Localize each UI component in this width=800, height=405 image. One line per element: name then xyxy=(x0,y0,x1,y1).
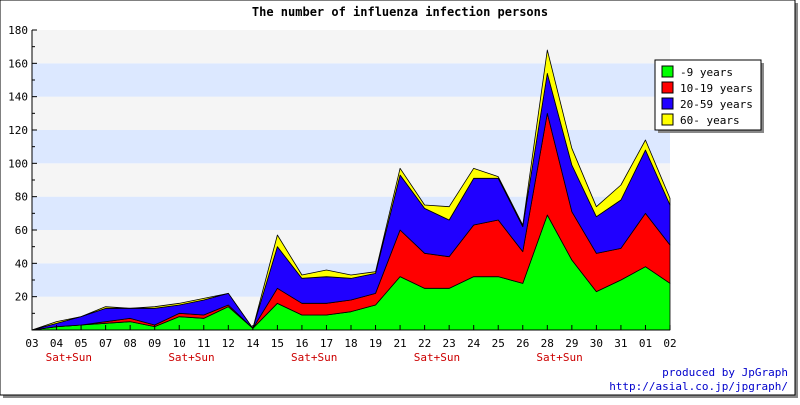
legend: -9 years 10-19 years 20-59 years 60- years xyxy=(654,59,764,133)
x-tick-label: 18 xyxy=(344,337,357,350)
legend-label-2: 20-59 years xyxy=(680,98,753,111)
x-tick-label: 26 xyxy=(516,337,529,350)
y-tick-label: 60 xyxy=(15,224,28,237)
grid-band xyxy=(32,96,670,130)
x-tick-label: 08 xyxy=(124,337,137,350)
x-tick-label: 22 xyxy=(418,337,431,350)
x-tick-label: 29 xyxy=(565,337,578,350)
x-tick-label: 04 xyxy=(50,337,64,350)
x-tick-label: 25 xyxy=(492,337,505,350)
x-tick-label: 15 xyxy=(271,337,284,350)
x-tick-label: 12 xyxy=(222,337,235,350)
x-tick-label: 02 xyxy=(663,337,676,350)
axes xyxy=(31,29,671,331)
x-tick-label: 03 xyxy=(25,337,38,350)
weekend-label: Sat+Sun xyxy=(536,351,582,364)
legend-label-1: 10-19 years xyxy=(680,82,753,95)
credit-produced-by: produced by JpGraph xyxy=(662,366,788,379)
y-tick-label: 20 xyxy=(15,291,28,304)
x-tick-label: 16 xyxy=(295,337,308,350)
legend-swatch-3 xyxy=(661,113,674,126)
area-series-3 xyxy=(31,49,671,331)
legend-swatch-2 xyxy=(661,97,674,110)
x-tick-label: 17 xyxy=(320,337,333,350)
legend-swatch-1 xyxy=(661,81,674,94)
credit-url: http://asial.co.jp/jpgraph/ xyxy=(609,380,788,393)
legend-swatch-0 xyxy=(661,65,674,78)
x-tick-label: 28 xyxy=(541,337,554,350)
x-tick-label: 05 xyxy=(74,337,87,350)
x-tick-label: 01 xyxy=(639,337,652,350)
grid-band xyxy=(32,63,670,97)
chart-title: The number of influenza infection person… xyxy=(252,5,548,19)
legend-label-3: 60- years xyxy=(680,114,740,127)
x-tick-label: 14 xyxy=(246,337,260,350)
weekend-label: Sat+Sun xyxy=(291,351,337,364)
legend-label-0: -9 years xyxy=(680,66,733,79)
y-tick-label: 80 xyxy=(15,191,28,204)
y-tick-labels: 20 40 60 80 100 120 140 160 180 xyxy=(8,24,28,304)
y-tick-label: 140 xyxy=(8,91,28,104)
x-tick-label: 21 xyxy=(393,337,406,350)
weekend-labels: Sat+Sun Sat+Sun Sat+Sun Sat+Sun Sat+Sun xyxy=(46,351,583,364)
y-tick-label: 160 xyxy=(8,57,28,70)
x-tick-label: 23 xyxy=(443,337,456,350)
x-tick-label: 31 xyxy=(614,337,627,350)
weekend-label: Sat+Sun xyxy=(414,351,460,364)
y-tick-label: 180 xyxy=(8,24,28,37)
x-tick-label: 19 xyxy=(369,337,382,350)
x-tick-labels: 03 04 05 07 08 09 10 11 12 14 15 16 17 18 19 21 22 23 24 25… xyxy=(25,337,676,350)
x-tick-label: 10 xyxy=(173,337,186,350)
weekend-label: Sat+Sun xyxy=(168,351,214,364)
x-tick-label: 07 xyxy=(99,337,112,350)
y-tick-label: 100 xyxy=(8,157,28,170)
x-tick-label: 09 xyxy=(148,337,161,350)
x-tick-label: 24 xyxy=(467,337,481,350)
weekend-label: Sat+Sun xyxy=(46,351,92,364)
grid-band xyxy=(32,30,670,64)
x-tick-label: 11 xyxy=(197,337,210,350)
x-tick-label: 30 xyxy=(590,337,603,350)
y-tick-label: 120 xyxy=(8,124,28,137)
y-tick-label: 40 xyxy=(15,257,28,270)
